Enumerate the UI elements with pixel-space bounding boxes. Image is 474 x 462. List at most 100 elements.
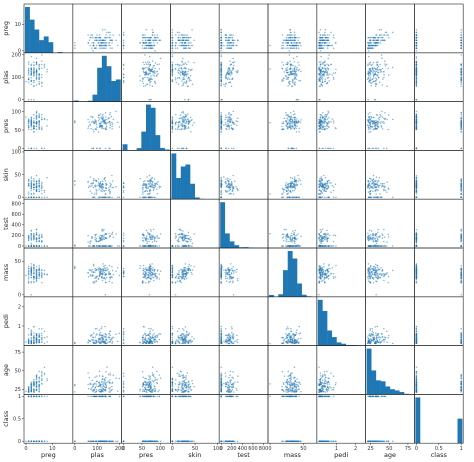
point-test-vs-class-96 (415, 239, 418, 241)
point-test-vs-preg-94 (35, 233, 38, 236)
point-pres-vs-test-110 (220, 131, 222, 133)
point-pres-vs-test-97 (228, 147, 230, 150)
point-preg-vs-pres-26 (141, 44, 144, 47)
point-test-vs-plas-39 (108, 232, 110, 235)
point-plas-vs-pedi-105 (319, 98, 321, 101)
point-skin-vs-pedi-51 (321, 178, 324, 180)
point-preg-vs-plas-55 (111, 47, 113, 49)
point-test-vs-mass-109 (293, 231, 296, 234)
point-pres-vs-pedi-75 (322, 116, 325, 119)
point-plas-vs-class-115 (415, 66, 418, 69)
point-test-vs-age-107 (376, 245, 379, 247)
point-preg-vs-skin-65 (176, 47, 179, 49)
point-skin-vs-pres-9 (122, 189, 125, 192)
point-preg-vs-pedi-78 (327, 36, 330, 39)
point-preg-vs-test-27 (228, 36, 230, 39)
point-plas-vs-skin-35 (193, 61, 195, 64)
point-pres-vs-test-39 (233, 147, 235, 150)
point-preg-vs-mass-87 (298, 42, 301, 44)
point-pres-vs-class-117 (460, 128, 462, 130)
point-mass-vs-preg-43 (43, 269, 46, 272)
point-test-vs-plas-19 (101, 229, 103, 232)
point-test-vs-pres-49 (149, 236, 151, 238)
point-pres-vs-plas-74 (98, 147, 101, 150)
point-plas-vs-mass-61 (296, 55, 298, 58)
point-plas-vs-test-24 (227, 77, 230, 79)
point-pres-vs-preg-104 (38, 115, 40, 118)
point-plas-vs-pedi-63 (321, 62, 324, 64)
cell-frame-pres-plas (72, 101, 122, 151)
point-plas-vs-pedi-51 (321, 75, 324, 77)
point-preg-vs-mass-55 (281, 47, 283, 49)
point-plas-vs-mass-88 (294, 65, 297, 68)
point-preg-vs-pedi-95 (323, 39, 326, 42)
point-preg-vs-test-79 (225, 39, 227, 42)
point-preg-vs-class-45 (415, 31, 418, 34)
point-pres-vs-mass-67 (284, 120, 287, 122)
point-test-vs-pres-37 (159, 233, 162, 235)
point-test-vs-pres-116 (151, 236, 154, 238)
point-pres-vs-plas-36 (96, 147, 98, 150)
point-skin-vs-class-118 (415, 196, 418, 198)
point-plas-vs-skin-108 (182, 78, 185, 81)
point-pres-vs-age-77 (380, 121, 382, 123)
point-preg-vs-mass-65 (282, 47, 285, 49)
point-pres-vs-preg-112 (35, 111, 38, 114)
point-preg-vs-pedi-17 (326, 34, 328, 36)
point-pres-vs-plas-14 (87, 118, 89, 121)
point-preg-vs-skin-80 (177, 39, 180, 42)
point-plas-vs-pres-59 (148, 77, 150, 79)
point-preg-vs-mass-10 (282, 42, 285, 44)
point-preg-vs-test-108 (229, 47, 231, 49)
point-pres-vs-plas-96 (100, 116, 102, 119)
point-skin-vs-plas-49 (91, 192, 93, 195)
point-test-vs-preg-79 (35, 240, 38, 243)
point-plas-vs-pres-99 (147, 74, 150, 76)
point-preg-vs-skin-45 (176, 31, 179, 34)
point-test-vs-age-79 (376, 240, 379, 243)
point-preg-vs-age-111 (373, 42, 376, 44)
point-preg-vs-pres-97 (122, 47, 125, 49)
point-preg-vs-plas-104 (90, 36, 92, 39)
point-pres-vs-pedi-37 (327, 110, 329, 113)
point-pres-vs-test-56 (230, 124, 232, 127)
point-pres-vs-mass-75 (294, 116, 296, 119)
point-pres-vs-age-118 (369, 122, 372, 124)
point-skin-vs-pedi-33 (320, 177, 322, 180)
point-skin-vs-plas-7 (118, 196, 121, 198)
point-preg-vs-skin-51 (189, 36, 192, 39)
point-plas-vs-skin-98 (175, 63, 177, 66)
point-plas-vs-preg-74 (41, 73, 43, 76)
cell-plas-vs-pres (121, 52, 171, 102)
point-skin-vs-preg-70 (30, 193, 33, 195)
point-skin-vs-age-33 (368, 177, 371, 180)
point-preg-vs-mass-95 (290, 39, 292, 42)
point-preg-vs-pedi-94 (318, 39, 321, 42)
cell-frame-plas-pres (121, 52, 171, 102)
point-pres-vs-plas-66 (102, 120, 104, 122)
point-test-vs-plas-61 (116, 245, 119, 247)
point-pres-vs-age-45 (385, 147, 388, 150)
point-preg-vs-plas-119 (92, 42, 95, 44)
point-skin-vs-plas-31 (93, 193, 96, 195)
point-pres-vs-pedi-46 (329, 147, 331, 150)
point-pres-vs-mass-105 (296, 122, 298, 124)
point-skin-vs-pres-25 (147, 186, 150, 188)
point-pres-vs-mass-115 (296, 125, 298, 127)
point-test-vs-pedi-74 (322, 240, 324, 242)
point-preg-vs-class-90 (460, 44, 462, 47)
point-pres-vs-test-11 (231, 120, 233, 122)
point-plas-vs-mass-98 (286, 63, 289, 66)
point-pres-vs-plas-27 (105, 116, 107, 118)
point-pres-vs-preg-118 (27, 122, 30, 124)
point-plas-vs-pedi-9 (332, 76, 335, 79)
point-test-vs-pedi-98 (319, 235, 322, 237)
point-pres-vs-pedi-119 (328, 121, 330, 124)
point-plas-vs-test-84 (229, 74, 232, 76)
point-pres-vs-skin-110 (171, 131, 174, 133)
point-skin-vs-preg-10 (33, 188, 35, 191)
cell-frame-skin-class (414, 150, 464, 200)
point-pres-vs-age-91 (374, 147, 377, 150)
point-pres-vs-skin-81 (183, 128, 186, 130)
point-preg-vs-plas-92 (99, 36, 102, 39)
